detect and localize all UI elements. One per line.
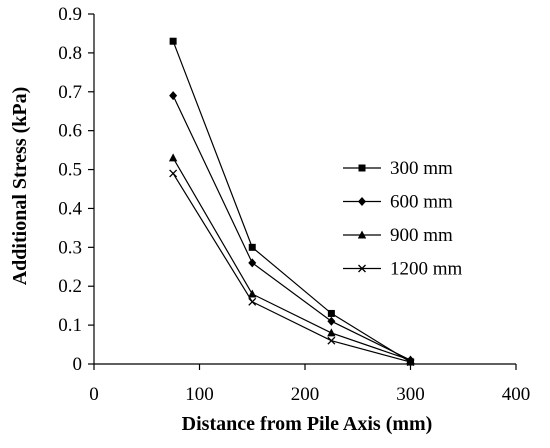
y-tick-label: 0.2 — [58, 276, 82, 297]
series-line — [172, 173, 411, 363]
legend-label: 300 mm — [390, 158, 453, 179]
y-tick-label: 0 — [73, 354, 83, 375]
y-tick-label: 0.6 — [58, 121, 82, 142]
data-point — [169, 37, 177, 45]
x-tick-label: 100 — [185, 384, 214, 405]
data-point — [248, 258, 257, 268]
series-line — [172, 95, 411, 361]
x-tick-label: 400 — [502, 384, 531, 405]
axes — [88, 13, 517, 370]
legend-marker — [358, 164, 366, 172]
y-tick-label: 0.4 — [58, 198, 82, 219]
tick-labels: 0 0.1 0.2 0.3 0.4 0.5 0.6 0.7 0.8 0.9 0 100 200 300 40… — [58, 4, 530, 405]
x-tick-label: 200 — [291, 384, 320, 405]
y-tick-label: 0.7 — [58, 82, 82, 103]
series-lines — [168, 37, 415, 367]
x-tick-label: 300 — [396, 384, 425, 405]
x-axis-title: Distance from Pile Axis (mm) — [182, 413, 433, 435]
legend-label: 1200 mm — [390, 259, 463, 280]
y-tick-label: 0.9 — [58, 4, 82, 25]
legend-marker — [358, 197, 366, 206]
x-marker-stroke — [327, 336, 336, 345]
x-tick-label: 0 — [89, 384, 99, 405]
data-point — [169, 91, 178, 101]
y-tick-label: 0.3 — [58, 237, 82, 258]
data-point — [248, 243, 256, 251]
data-point — [327, 328, 336, 337]
legend-label: 600 mm — [390, 192, 453, 213]
y-tick-label: 0.8 — [58, 43, 82, 64]
y-tick-label: 0.5 — [58, 160, 82, 181]
data-point — [248, 289, 257, 298]
data-point — [168, 153, 178, 162]
x-marker-stroke — [248, 297, 257, 306]
data-point — [327, 336, 336, 345]
legend-marker — [358, 264, 366, 273]
data-point — [327, 309, 335, 317]
y-tick-label: 0.1 — [58, 315, 82, 336]
x-marker-stroke — [358, 264, 366, 273]
x-marker-stroke — [406, 358, 415, 367]
series-line — [172, 41, 411, 363]
data-point — [406, 358, 415, 367]
data-point — [169, 169, 178, 178]
x-marker-stroke — [169, 169, 178, 178]
y-axis-title: Additional Stress (kPa) — [9, 87, 31, 286]
data-point — [248, 297, 257, 306]
legend-marker — [357, 230, 367, 239]
legend: 300 mm 600 mm 900 mm 1200 mm — [343, 158, 463, 280]
legend-label: 900 mm — [390, 225, 453, 246]
series-line — [172, 157, 411, 361]
data-point — [327, 316, 336, 326]
